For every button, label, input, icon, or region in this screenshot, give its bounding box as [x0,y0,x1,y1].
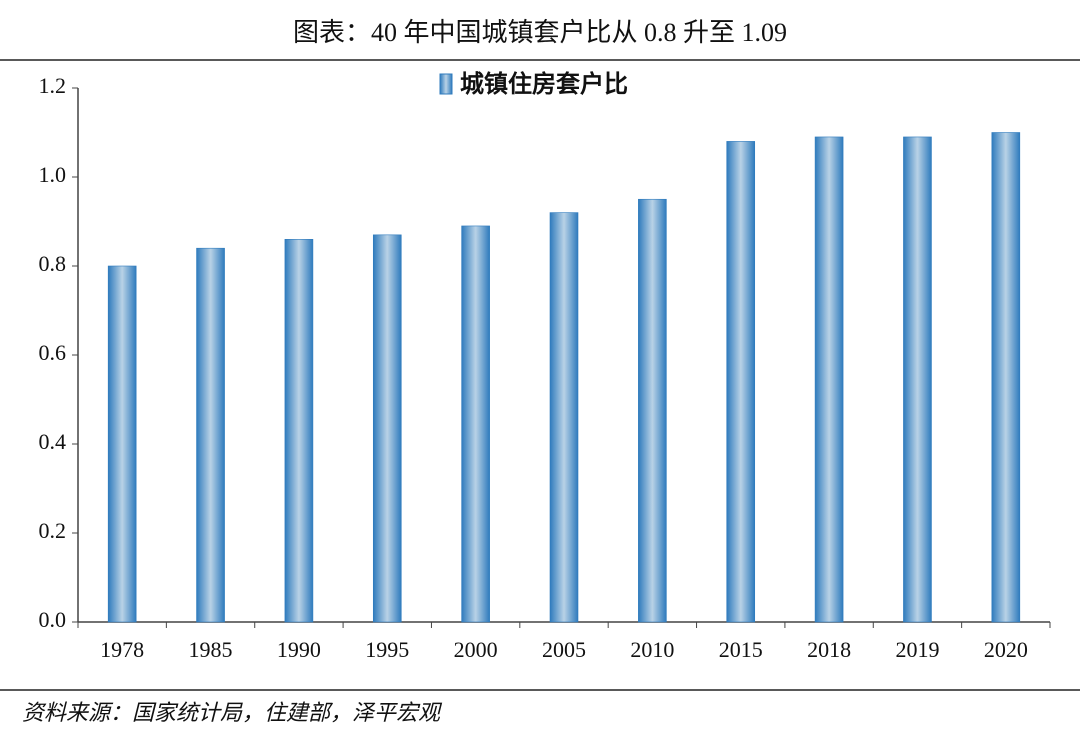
y-tick-label: 0.6 [39,340,67,365]
x-tick-label: 1978 [100,637,144,662]
x-tick-label: 1990 [277,637,321,662]
bar [107,265,137,623]
x-tick-label: 2018 [807,637,851,662]
bar [372,234,402,623]
x-tick-label: 1985 [189,637,233,662]
bar [196,247,225,623]
bar [991,132,1021,623]
bar [903,136,932,623]
y-tick-label: 1.0 [39,162,67,187]
legend-swatch [439,73,453,95]
x-tick-label: 2015 [719,637,763,662]
x-tick-label: 2019 [895,637,939,662]
chart-title: 图表：40 年中国城镇套户比从 0.8 升至 1.09 [293,18,787,47]
source-note: 资料来源：国家统计局，住建部，泽平宏观 [22,700,443,725]
bar [726,141,756,623]
bar [814,136,844,623]
bar [549,212,579,623]
x-tick-label: 2005 [542,637,586,662]
x-tick-label: 2000 [454,637,498,662]
y-tick-label: 0.2 [39,518,67,543]
y-tick-label: 0.0 [39,607,67,632]
y-tick-label: 1.2 [39,73,67,98]
x-tick-label: 2010 [630,637,674,662]
y-tick-label: 0.8 [39,251,67,276]
bar [284,239,314,623]
x-tick-label: 1995 [365,637,409,662]
bar [638,198,667,623]
legend-label: 城镇住房套户比 [460,70,628,98]
bar [461,225,490,623]
x-tick-label: 2020 [984,637,1028,662]
y-tick-label: 0.4 [39,429,67,454]
